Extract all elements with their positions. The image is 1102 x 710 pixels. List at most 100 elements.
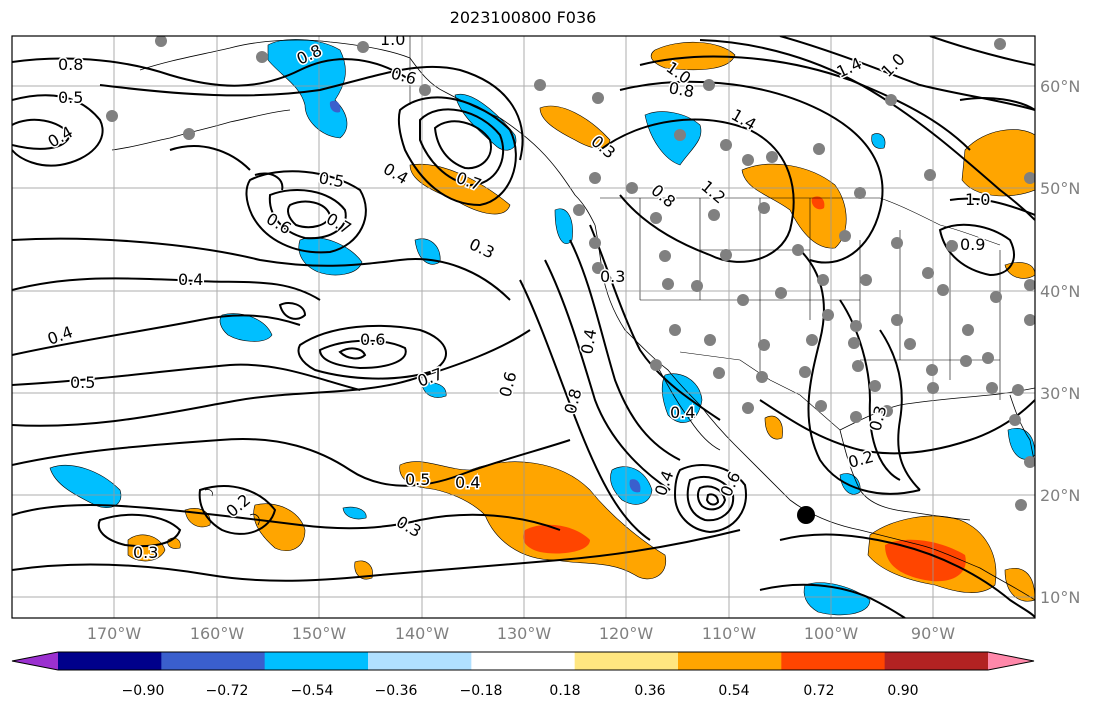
station-dot: [758, 339, 770, 351]
station-dot: [534, 79, 546, 91]
station-dot: [659, 250, 671, 262]
contour-value-label: 0.4: [455, 473, 480, 492]
station-dot: [994, 38, 1006, 50]
station-dot: [720, 249, 732, 261]
colorbar-segment: [161, 652, 266, 670]
station-dot: [669, 324, 681, 336]
station-dot: [589, 237, 601, 249]
station-dot: [713, 367, 725, 379]
station-dot: [742, 154, 754, 166]
station-markers: [106, 36, 1035, 511]
colorbar-segment: [264, 652, 369, 670]
station-dot: [592, 92, 604, 104]
station-dot: [1024, 172, 1035, 184]
station-dot: [766, 151, 778, 163]
colorbar-tick-label: 0.36: [634, 683, 666, 699]
station-dot: [881, 405, 893, 417]
station-dot: [758, 202, 770, 214]
shade-orange-small3: [764, 415, 783, 440]
contour-line: [799, 249, 921, 495]
station-dot: [813, 143, 825, 155]
contour-line: [696, 485, 727, 511]
shade-orange-nepac: [409, 163, 511, 215]
shade-cyan-wa: [554, 208, 573, 245]
station-dot: [737, 294, 749, 306]
contour-line: [198, 485, 277, 535]
station-dot: [815, 400, 827, 412]
shade-cyan-fl: [1007, 427, 1035, 460]
contour-line: [169, 145, 284, 191]
station-dot: [822, 309, 834, 321]
contour-value-label: 0.4: [178, 270, 203, 289]
station-dot: [155, 36, 167, 47]
colorbar-tick-label: −0.90: [121, 683, 165, 699]
coast-mexgulf: [839, 429, 971, 521]
station-dot: [904, 338, 916, 350]
station-dot: [854, 187, 866, 199]
contour-value-label: 0.3: [133, 543, 158, 562]
contour-line: [929, 36, 1035, 66]
contour-line: [938, 223, 1015, 277]
contour-value-label: 0.4: [670, 403, 695, 422]
station-dot: [850, 411, 862, 423]
station-dot: [1024, 314, 1035, 326]
station-dot: [573, 204, 585, 216]
colorbar-segment: [471, 652, 576, 670]
contour-line: [12, 363, 361, 391]
station-dot: [937, 284, 949, 296]
shade-red-dakotas: [811, 196, 825, 210]
station-dot: [742, 402, 754, 414]
station-dot: [806, 334, 818, 346]
station-dot: [756, 371, 768, 383]
contour-line: [569, 239, 681, 461]
contour-line: [699, 39, 1035, 221]
lon-label: 110°W: [701, 624, 757, 643]
contour-line: [12, 118, 72, 150]
contour-line: [779, 533, 1035, 618]
contour-line: [879, 329, 921, 491]
colorbar-segment: [58, 652, 162, 670]
colorbar-segments: [12, 652, 1034, 670]
station-dot: [792, 244, 804, 256]
lat-label: 30°N: [1040, 384, 1081, 403]
shade-blue-alaska: [329, 100, 341, 113]
contour-value-label: 1.0: [965, 190, 990, 209]
map-panel: 0.80.50.41.00.80.6 1.00.81.4 1.01.41.20.80…: [12, 36, 1035, 618]
contour-line: [12, 57, 411, 87]
coast-alaska: [139, 39, 596, 226]
shade-orange-small2: [354, 560, 373, 580]
contour-line: [705, 493, 720, 506]
colorbar-tick-label: 0.72: [803, 683, 835, 699]
contour-line: [619, 80, 884, 264]
station-dot: [357, 41, 369, 53]
contour-line: [99, 65, 524, 161]
shade-cyan-small1: [421, 382, 447, 398]
lon-label: 90°W: [910, 624, 956, 643]
contour-line: [12, 277, 321, 301]
colorbar-tick-label: 0.90: [887, 683, 919, 699]
station-dot: [990, 291, 1002, 303]
station-dot: [869, 380, 881, 392]
shade-blue-baja2: [629, 479, 641, 493]
map-title: 2023100800 F036: [449, 8, 597, 27]
station-dot: [817, 274, 829, 286]
contour-line: [779, 36, 1035, 111]
station-dot: [850, 320, 862, 332]
station-dot: [626, 182, 638, 194]
colorbar-segment: [781, 652, 886, 670]
contour-line: [686, 476, 735, 522]
lon-label: 130°W: [496, 624, 552, 643]
lon-label: 160°W: [189, 624, 245, 643]
lat-label: 50°N: [1040, 179, 1081, 198]
contour-line: [12, 529, 741, 582]
lat-label: 10°N: [1040, 588, 1081, 607]
contour-line: [338, 347, 367, 360]
station-dot: [839, 230, 851, 242]
shade-cyan-pac5: [803, 582, 871, 616]
station-dot: [183, 128, 195, 140]
border-us-mexico: [679, 351, 841, 431]
colorbar-segment: [574, 652, 679, 670]
contour-line: [12, 237, 511, 301]
colorbar-segment: [368, 652, 472, 670]
colorbar-segment: [678, 652, 782, 670]
